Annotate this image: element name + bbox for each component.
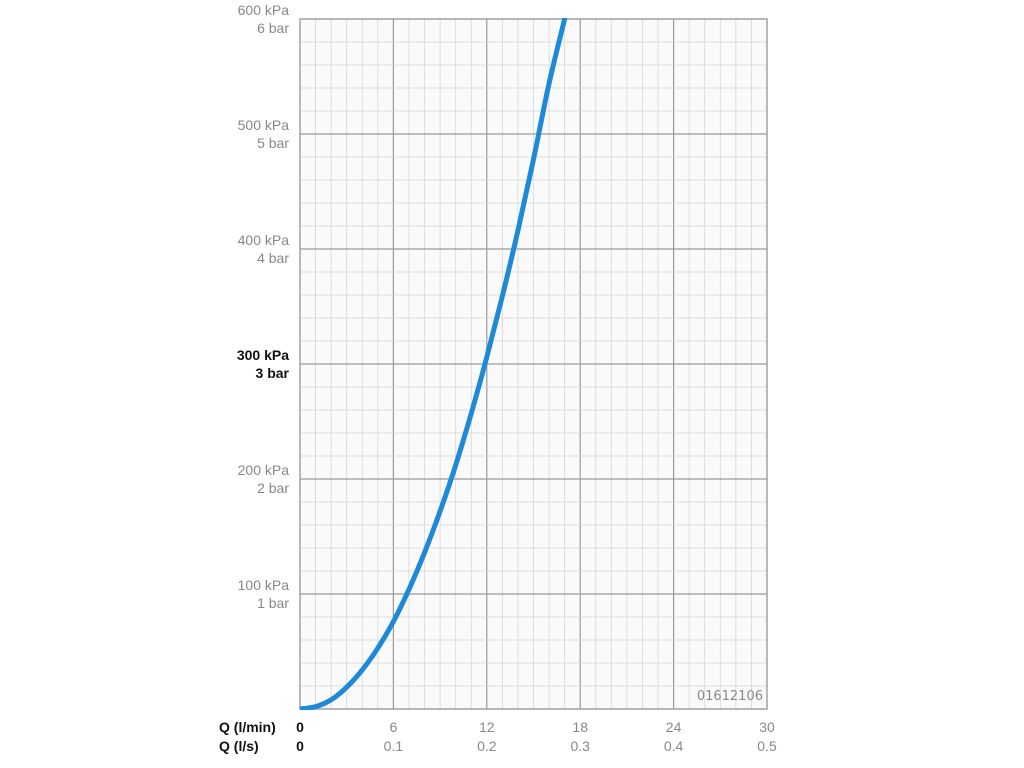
x-tick-label-primary: 6: [390, 719, 398, 735]
grid: [299, 18, 768, 710]
plot-frame: [299, 18, 768, 710]
y-tick-label-kpa: 600 kPa: [238, 2, 290, 18]
x-tick-label-secondary: 0.4: [664, 738, 684, 754]
y-tick-label-kpa: 300 kPa: [237, 347, 289, 363]
x-tick-label-secondary: 0.1: [384, 738, 404, 754]
y-tick-label-bar: 6 bar: [257, 20, 289, 36]
x-tick-label-primary: 24: [666, 719, 682, 735]
x-tick-label-primary: 0: [296, 719, 304, 735]
x-tick-label-primary: 18: [572, 719, 588, 735]
x-axis-title-secondary: Q (l/s): [219, 738, 259, 754]
chart-code-annotation: 01612106: [697, 689, 763, 704]
y-tick-label-bar: 4 bar: [257, 250, 289, 266]
y-tick-label-bar: 2 bar: [257, 480, 289, 496]
y-tick-label-kpa: 100 kPa: [238, 577, 290, 593]
series-line-0: [300, 18, 568, 710]
x-tick-label-secondary: 0: [296, 738, 304, 754]
y-tick-label-bar: 3 bar: [256, 365, 290, 381]
x-axis-title-primary: Q (l/min): [219, 719, 276, 735]
y-tick-label-kpa: 500 kPa: [238, 117, 290, 133]
y-tick-label-kpa: 400 kPa: [238, 232, 290, 248]
x-tick-label-primary: 12: [479, 719, 495, 735]
x-tick-label-secondary: 0.5: [757, 738, 777, 754]
x-tick-label-secondary: 0.3: [570, 738, 590, 754]
y-tick-label-bar: 1 bar: [257, 595, 289, 611]
axis-labels: 100 kPa 1 bar 200 kPa 2 bar 300 kPa 3 bar 400 …: [219, 2, 777, 754]
series-layer: [300, 18, 568, 710]
y-tick-label-bar: 5 bar: [257, 135, 289, 151]
y-tick-label-kpa: 200 kPa: [238, 462, 290, 478]
x-tick-label-primary: 30: [759, 719, 775, 735]
x-tick-label-secondary: 0.2: [477, 738, 497, 754]
